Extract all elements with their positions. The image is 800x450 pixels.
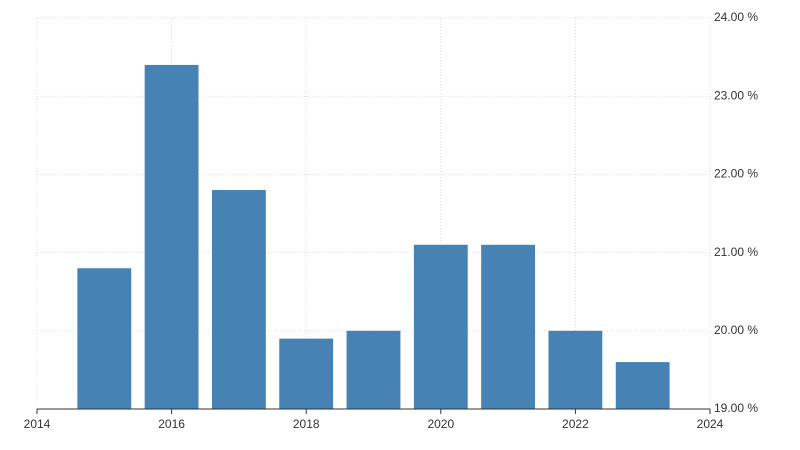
y-tick-label: 19.00 %: [714, 401, 758, 415]
y-tick-label: 22.00 %: [714, 167, 758, 181]
y-tick-label: 24.00 %: [714, 10, 758, 24]
x-tick-label: 2020: [427, 417, 454, 431]
x-tick-label: 2022: [562, 417, 589, 431]
x-tick-label: 2024: [697, 417, 724, 431]
x-tick-label: 2018: [293, 417, 320, 431]
bar: [211, 190, 266, 409]
bar: [413, 244, 468, 409]
bar: [279, 338, 334, 409]
bar: [615, 362, 670, 409]
bar: [77, 268, 132, 409]
y-tick-label: 23.00 %: [714, 88, 758, 102]
bar: [144, 64, 199, 410]
bar: [346, 330, 401, 409]
y-tick-label: 20.00 %: [714, 323, 758, 337]
x-tick-label: 2014: [24, 417, 51, 431]
bar: [481, 244, 536, 409]
x-tick-label: 2016: [158, 417, 185, 431]
y-tick-label: 21.00 %: [714, 245, 758, 259]
bar: [548, 330, 603, 409]
